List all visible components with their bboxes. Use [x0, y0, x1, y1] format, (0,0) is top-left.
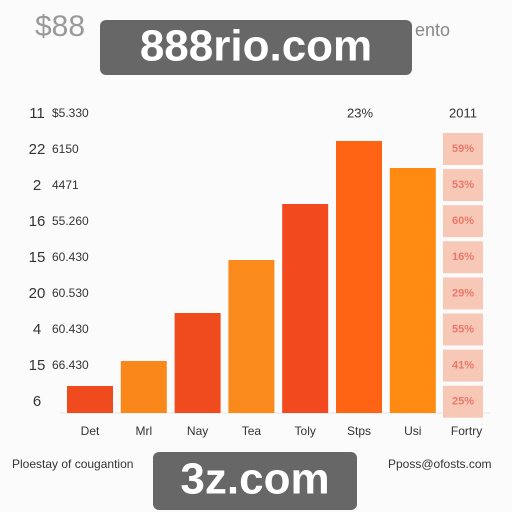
bar: [120, 361, 167, 413]
percent-label: 60%: [452, 215, 474, 227]
percent-box: [443, 205, 483, 238]
row-value: 66.430: [52, 358, 89, 372]
bar: [336, 141, 382, 413]
year-label: 2011: [449, 105, 477, 120]
percent-label: 29%: [452, 287, 474, 299]
watermark-box: [153, 452, 357, 510]
watermark: 3z.com: [180, 455, 329, 504]
watermark-box: [100, 20, 412, 75]
row-value: 55.260: [52, 214, 89, 228]
x-tick-label: Det: [81, 424, 100, 438]
percent-label: 59%: [452, 143, 474, 155]
row-index: 15: [29, 249, 46, 266]
x-tick-label: Mrl: [135, 424, 152, 438]
row-index: 22: [29, 141, 46, 158]
row-index: 15: [29, 357, 46, 374]
side-text: ento: [415, 20, 450, 40]
row-index: 4: [33, 321, 41, 338]
row-index: 16: [29, 213, 46, 230]
x-tick-label: Stps: [347, 424, 371, 438]
percent-label: 53%: [452, 179, 474, 191]
percent-label: 55%: [452, 323, 474, 335]
title: $88: [35, 10, 85, 43]
row-value: $5.330: [52, 106, 89, 120]
x-tick-label: Nay: [187, 424, 208, 438]
x-tick-label: Fortry: [451, 424, 482, 438]
watermark: 888rio.com: [140, 22, 372, 71]
bar: [389, 168, 436, 413]
x-tick-label: Tea: [242, 424, 262, 438]
bar: [282, 204, 329, 413]
row-index: 11: [29, 105, 45, 122]
percent-box: [443, 241, 483, 274]
percent-label: 41%: [452, 360, 474, 372]
percent-box: [443, 133, 483, 165]
bar: [67, 386, 113, 413]
percent-box: [443, 277, 483, 310]
percent-box: [443, 349, 483, 382]
x-tick-label: Usi: [404, 424, 421, 438]
row-index: 20: [29, 285, 46, 302]
row-value: 60.430: [52, 322, 89, 336]
percent-box: [443, 385, 483, 418]
row-value: 6150: [52, 142, 79, 156]
footer-left: Ploestay of cougantion: [12, 457, 133, 471]
top-label: 23%: [347, 105, 373, 120]
bar: [228, 260, 275, 413]
row-value: 60.430: [52, 250, 89, 264]
percent-box: [443, 313, 483, 346]
row-value: 4471: [52, 178, 79, 192]
percent-label: 25%: [452, 396, 474, 408]
x-tick-label: Toly: [295, 424, 316, 438]
row-index: 6: [33, 393, 41, 410]
percent-label: 16%: [452, 251, 474, 263]
bar: [174, 313, 221, 413]
footer-right: Pposs@ofosts.com: [388, 457, 492, 471]
row-value: 60.530: [52, 286, 89, 300]
percent-box: [443, 169, 483, 202]
row-index: 2: [33, 177, 41, 194]
